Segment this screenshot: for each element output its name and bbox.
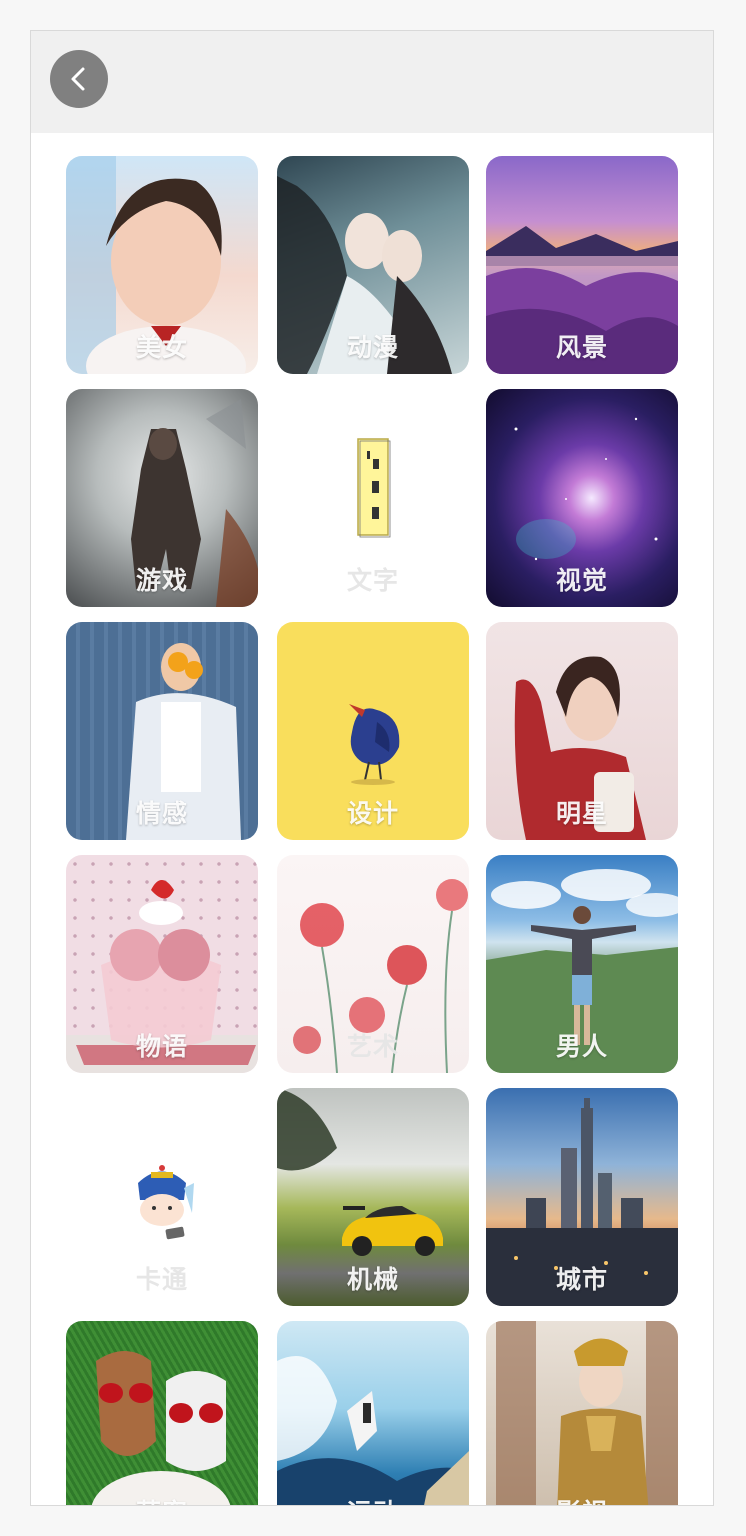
category-tile-film[interactable]: 影视 [486, 1321, 678, 1505]
category-label: 机械 [346, 1265, 399, 1294]
photo-girl [66, 156, 258, 374]
photo-surf [277, 1321, 469, 1505]
photo-drama [486, 1321, 678, 1505]
category-tile-design[interactable]: 设计 [277, 622, 469, 840]
back-button[interactable] [50, 50, 108, 108]
photo-icecream [66, 855, 258, 1073]
photo-emotion [66, 622, 258, 840]
category-tile-anime[interactable]: 动漫 [277, 156, 469, 374]
photo-city [486, 1088, 678, 1306]
photo-game [66, 389, 258, 607]
category-label: 明星 [555, 799, 608, 828]
category-tile-cartoon[interactable]: 卡通 [66, 1088, 258, 1306]
photo-landscape [486, 156, 678, 374]
photo-galaxy [486, 389, 678, 607]
category-label: 动漫 [346, 333, 399, 362]
photo-star [486, 622, 678, 840]
chevron-left-icon [71, 67, 85, 91]
category-label: 艺术 [346, 1032, 399, 1061]
category-label: 游戏 [135, 566, 188, 595]
photo-anime [277, 156, 469, 374]
category-tile-sports[interactable]: 运动 [277, 1321, 469, 1505]
category-label: 设计 [346, 799, 399, 828]
category-tile-beauty[interactable]: 美女 [66, 156, 258, 374]
category-label: 男人 [555, 1032, 608, 1061]
category-label: 运动 [277, 1493, 469, 1505]
category-tile-landscape[interactable]: 风景 [486, 156, 678, 374]
category-tile-city[interactable]: 城市 [486, 1088, 678, 1306]
category-tile-emotion[interactable]: 情感 [66, 622, 258, 840]
category-tile-story[interactable]: 物语 [66, 855, 258, 1073]
top-bar [31, 31, 713, 133]
photo-dogs [66, 1321, 258, 1505]
category-tile-text[interactable]: 文字 [277, 389, 469, 607]
category-label: 视觉 [555, 566, 608, 595]
app-screen: 美女 动漫 [30, 30, 714, 1506]
category-tile-celebrity[interactable]: 明星 [486, 622, 678, 840]
category-tile-man[interactable]: 男人 [486, 855, 678, 1073]
category-label: 影视 [486, 1493, 678, 1505]
photo-cartoon [66, 1088, 258, 1306]
photo-design-bird [277, 622, 469, 840]
category-tile-machine[interactable]: 机械 [277, 1088, 469, 1306]
category-tile-visual[interactable]: 视觉 [486, 389, 678, 607]
category-label: 城市 [555, 1265, 608, 1294]
category-label: 风景 [555, 333, 608, 362]
category-label: 萌宠 [66, 1493, 258, 1505]
category-label: 物语 [135, 1032, 188, 1061]
category-tile-art[interactable]: 艺术 [277, 855, 469, 1073]
category-tile-pets[interactable]: 萌宠 [66, 1321, 258, 1505]
photo-man [486, 855, 678, 1073]
photo-text-scroll [277, 389, 469, 607]
photo-car [277, 1088, 469, 1306]
category-label: 文字 [346, 566, 399, 595]
category-label: 情感 [135, 799, 188, 828]
photo-flowers [277, 855, 469, 1073]
category-label: 美女 [135, 333, 188, 362]
category-tile-game[interactable]: 游戏 [66, 389, 258, 607]
category-label: 卡通 [135, 1265, 188, 1294]
